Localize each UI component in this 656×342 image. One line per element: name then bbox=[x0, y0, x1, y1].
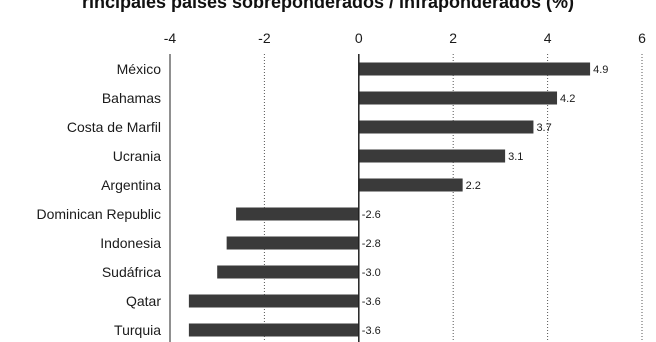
labels: -4 -2 0 2 4 6 México 4.9 Bahamas 4.2 Costa de Marf… bbox=[36, 30, 646, 338]
bar bbox=[226, 236, 359, 250]
category-label: Costa de Marfil bbox=[67, 119, 161, 135]
data-label: -3.6 bbox=[362, 296, 381, 308]
data-label: 3.1 bbox=[508, 151, 523, 163]
chart-title: rincipales países sobreponderados / infr… bbox=[81, 0, 575, 12]
bar bbox=[236, 207, 359, 221]
bar bbox=[358, 120, 534, 134]
data-label: 3.7 bbox=[536, 122, 551, 134]
data-label: 4.9 bbox=[593, 64, 608, 76]
category-label: Indonesia bbox=[100, 235, 161, 251]
data-label: -2.8 bbox=[362, 238, 381, 250]
bar bbox=[188, 323, 359, 337]
data-label: -3.6 bbox=[362, 325, 381, 337]
category-label: Turquia bbox=[114, 322, 161, 338]
x-tick-label: 6 bbox=[638, 30, 646, 46]
axes bbox=[169, 54, 360, 342]
x-tick-label: 4 bbox=[544, 30, 552, 46]
bars bbox=[188, 62, 591, 337]
category-label: Argentina bbox=[101, 177, 161, 193]
category-label: México bbox=[117, 61, 162, 77]
category-label: Qatar bbox=[126, 293, 161, 309]
x-tick-label: 0 bbox=[355, 30, 363, 46]
x-tick-label: -4 bbox=[164, 30, 177, 46]
data-label: 2.2 bbox=[466, 180, 481, 192]
category-label: Ucrania bbox=[113, 148, 161, 164]
x-tick-label: -2 bbox=[258, 30, 271, 46]
category-label: Bahamas bbox=[102, 90, 161, 106]
bar bbox=[217, 265, 359, 279]
bar bbox=[358, 62, 591, 76]
x-tick-label: 2 bbox=[449, 30, 457, 46]
bar bbox=[358, 149, 506, 163]
bar bbox=[188, 294, 359, 308]
category-label: Dominican Republic bbox=[36, 206, 161, 222]
bar bbox=[358, 91, 558, 105]
data-label: -2.6 bbox=[362, 209, 381, 221]
data-label: -3.0 bbox=[362, 267, 381, 279]
bar bbox=[358, 178, 463, 192]
data-label: 4.2 bbox=[560, 93, 575, 105]
category-label: Sudáfrica bbox=[102, 264, 161, 280]
